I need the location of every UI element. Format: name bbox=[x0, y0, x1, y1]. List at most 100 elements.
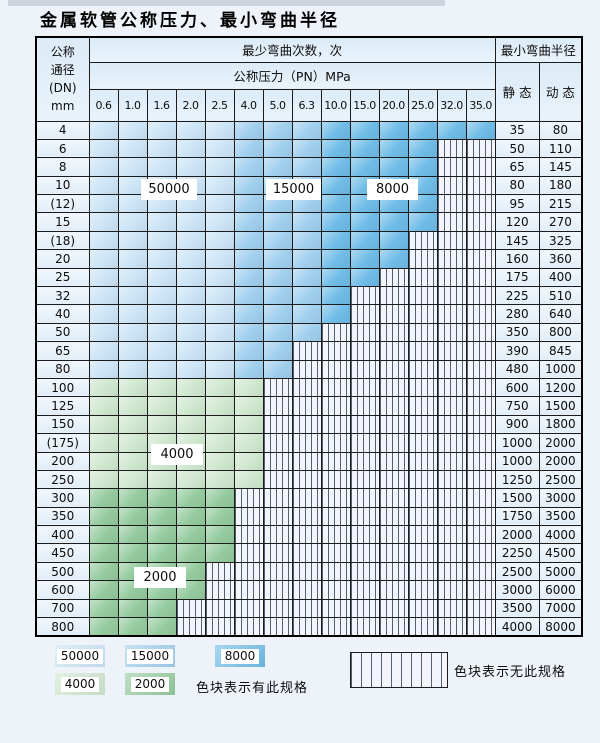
pressure-tick: 0.6 bbox=[88, 88, 119, 122]
spec-cell-c8000 bbox=[378, 157, 409, 177]
pressure-tick: 1.0 bbox=[117, 88, 148, 122]
spec-cell-c50000 bbox=[204, 304, 235, 324]
spec-cell-c2000 bbox=[117, 543, 148, 563]
no-spec-cell bbox=[349, 286, 380, 306]
pressure-tick: 2.0 bbox=[175, 88, 206, 122]
pressure-tick: 10.0 bbox=[320, 88, 351, 122]
no-spec-cell bbox=[320, 322, 351, 343]
spec-cell-c50000 bbox=[146, 138, 177, 159]
dn-cell: 350 bbox=[35, 506, 90, 527]
spec-cell-c2000 bbox=[175, 488, 206, 508]
no-spec-cell bbox=[407, 322, 438, 343]
spec-cell-c2000 bbox=[146, 506, 177, 527]
no-spec-cell bbox=[407, 249, 438, 269]
spec-cell-c50000 bbox=[88, 322, 119, 343]
spec-cell-c4000 bbox=[117, 377, 148, 398]
no-spec-cell bbox=[378, 617, 409, 637]
spec-cell-c4000 bbox=[88, 469, 119, 490]
static-header: 静 态 bbox=[494, 61, 540, 122]
spec-cell-c50000 bbox=[117, 157, 148, 177]
table-row: 800 4000 8000 bbox=[35, 617, 583, 637]
spec-cell-c4000 bbox=[233, 433, 264, 453]
no-spec-cell bbox=[378, 543, 409, 563]
dn-cell: (12) bbox=[35, 194, 90, 214]
no-spec-cell bbox=[436, 488, 467, 508]
spec-cell-c8000 bbox=[378, 120, 409, 140]
no-spec-cell bbox=[436, 249, 467, 269]
spec-cell-c15000 bbox=[291, 157, 322, 177]
no-spec-cell bbox=[465, 543, 496, 563]
spec-cell-c2000 bbox=[146, 598, 177, 619]
dynamic-radius-cell: 2000 bbox=[538, 433, 583, 453]
spec-cell-c15000 bbox=[262, 359, 293, 379]
pressure-tick: 1.6 bbox=[146, 88, 177, 122]
no-spec-cell bbox=[233, 525, 264, 545]
static-radius-cell: 1750 bbox=[494, 506, 540, 527]
spec-cell-c50000 bbox=[204, 341, 235, 361]
spec-cell-c15000 bbox=[233, 304, 264, 324]
no-spec-cell bbox=[407, 598, 438, 619]
spec-cell-c50000 bbox=[88, 230, 119, 251]
spec-cell-c50000 bbox=[204, 194, 235, 214]
no-spec-cell bbox=[320, 525, 351, 545]
cycles-label-8000: 8000 bbox=[367, 179, 418, 200]
no-spec-cell bbox=[465, 598, 496, 619]
spec-cell-c50000 bbox=[146, 341, 177, 361]
dn-header-line: 公称 bbox=[50, 45, 75, 60]
dynamic-radius-cell: 1200 bbox=[538, 377, 583, 398]
spec-cell-c4000 bbox=[204, 469, 235, 490]
scan-edge-artifact bbox=[8, 0, 445, 6]
no-spec-cell bbox=[378, 359, 409, 379]
no-spec-cell bbox=[320, 506, 351, 527]
spec-cell-c50000 bbox=[175, 212, 206, 232]
no-spec-cell bbox=[407, 359, 438, 379]
dynamic-radius-cell: 360 bbox=[538, 249, 583, 269]
no-spec-cell bbox=[436, 175, 467, 196]
spec-cell-c50000 bbox=[204, 267, 235, 288]
no-spec-cell bbox=[291, 377, 322, 398]
no-spec-cell bbox=[465, 341, 496, 361]
spec-cell-c8000 bbox=[320, 286, 351, 306]
table-row: 25 175 400 bbox=[35, 267, 583, 288]
spec-cell-c4000 bbox=[204, 396, 235, 416]
dynamic-radius-cell: 215 bbox=[538, 194, 583, 214]
table-row: 200 1000 2000 bbox=[35, 451, 583, 471]
spec-cell-c50000 bbox=[175, 138, 206, 159]
no-spec-cell bbox=[349, 617, 380, 637]
dynamic-radius-cell: 1000 bbox=[538, 359, 583, 379]
no-spec-cell bbox=[378, 451, 409, 471]
spec-cell-c15000 bbox=[262, 341, 293, 361]
pressure-tick: 2.5 bbox=[204, 88, 235, 122]
spec-cell-c50000 bbox=[117, 175, 148, 196]
cycles-label-2000: 2000 bbox=[134, 567, 186, 588]
spec-cell-c50000 bbox=[117, 249, 148, 269]
no-spec-cell bbox=[465, 451, 496, 471]
spec-cell-c15000 bbox=[233, 341, 264, 361]
spec-cell-c50000 bbox=[175, 286, 206, 306]
table-row: 80 480 1000 bbox=[35, 359, 583, 379]
spec-cell-c50000 bbox=[175, 120, 206, 140]
table-row: 65 390 845 bbox=[35, 341, 583, 361]
spec-cell-c2000 bbox=[146, 617, 177, 637]
spec-cell-c8000 bbox=[320, 194, 351, 214]
spec-cell-c15000 bbox=[262, 138, 293, 159]
spec-cell-c4000 bbox=[117, 469, 148, 490]
spec-cell-c15000 bbox=[291, 212, 322, 232]
spec-cell-c50000 bbox=[88, 286, 119, 306]
spec-cell-c50000 bbox=[88, 138, 119, 159]
spec-cell-c15000 bbox=[233, 359, 264, 379]
no-spec-cell bbox=[204, 580, 235, 600]
no-spec-cell bbox=[175, 617, 206, 637]
no-spec-cell bbox=[436, 157, 467, 177]
spec-cell-c8000 bbox=[320, 175, 351, 196]
spec-cell-c4000 bbox=[146, 469, 177, 490]
radius-header: 最小弯曲半径 bbox=[494, 36, 583, 63]
table-body: 4 35 80 6 50 110 8 65 145 10 80 180 (12) 95 215 15 120 27… bbox=[35, 120, 583, 637]
no-spec-cell bbox=[378, 414, 409, 435]
dn-cell: 450 bbox=[35, 543, 90, 563]
spec-cell-c50000 bbox=[175, 322, 206, 343]
no-spec-cell bbox=[465, 433, 496, 453]
spec-cell-c15000 bbox=[262, 230, 293, 251]
dynamic-radius-cell: 145 bbox=[538, 157, 583, 177]
dynamic-radius-cell: 325 bbox=[538, 230, 583, 251]
